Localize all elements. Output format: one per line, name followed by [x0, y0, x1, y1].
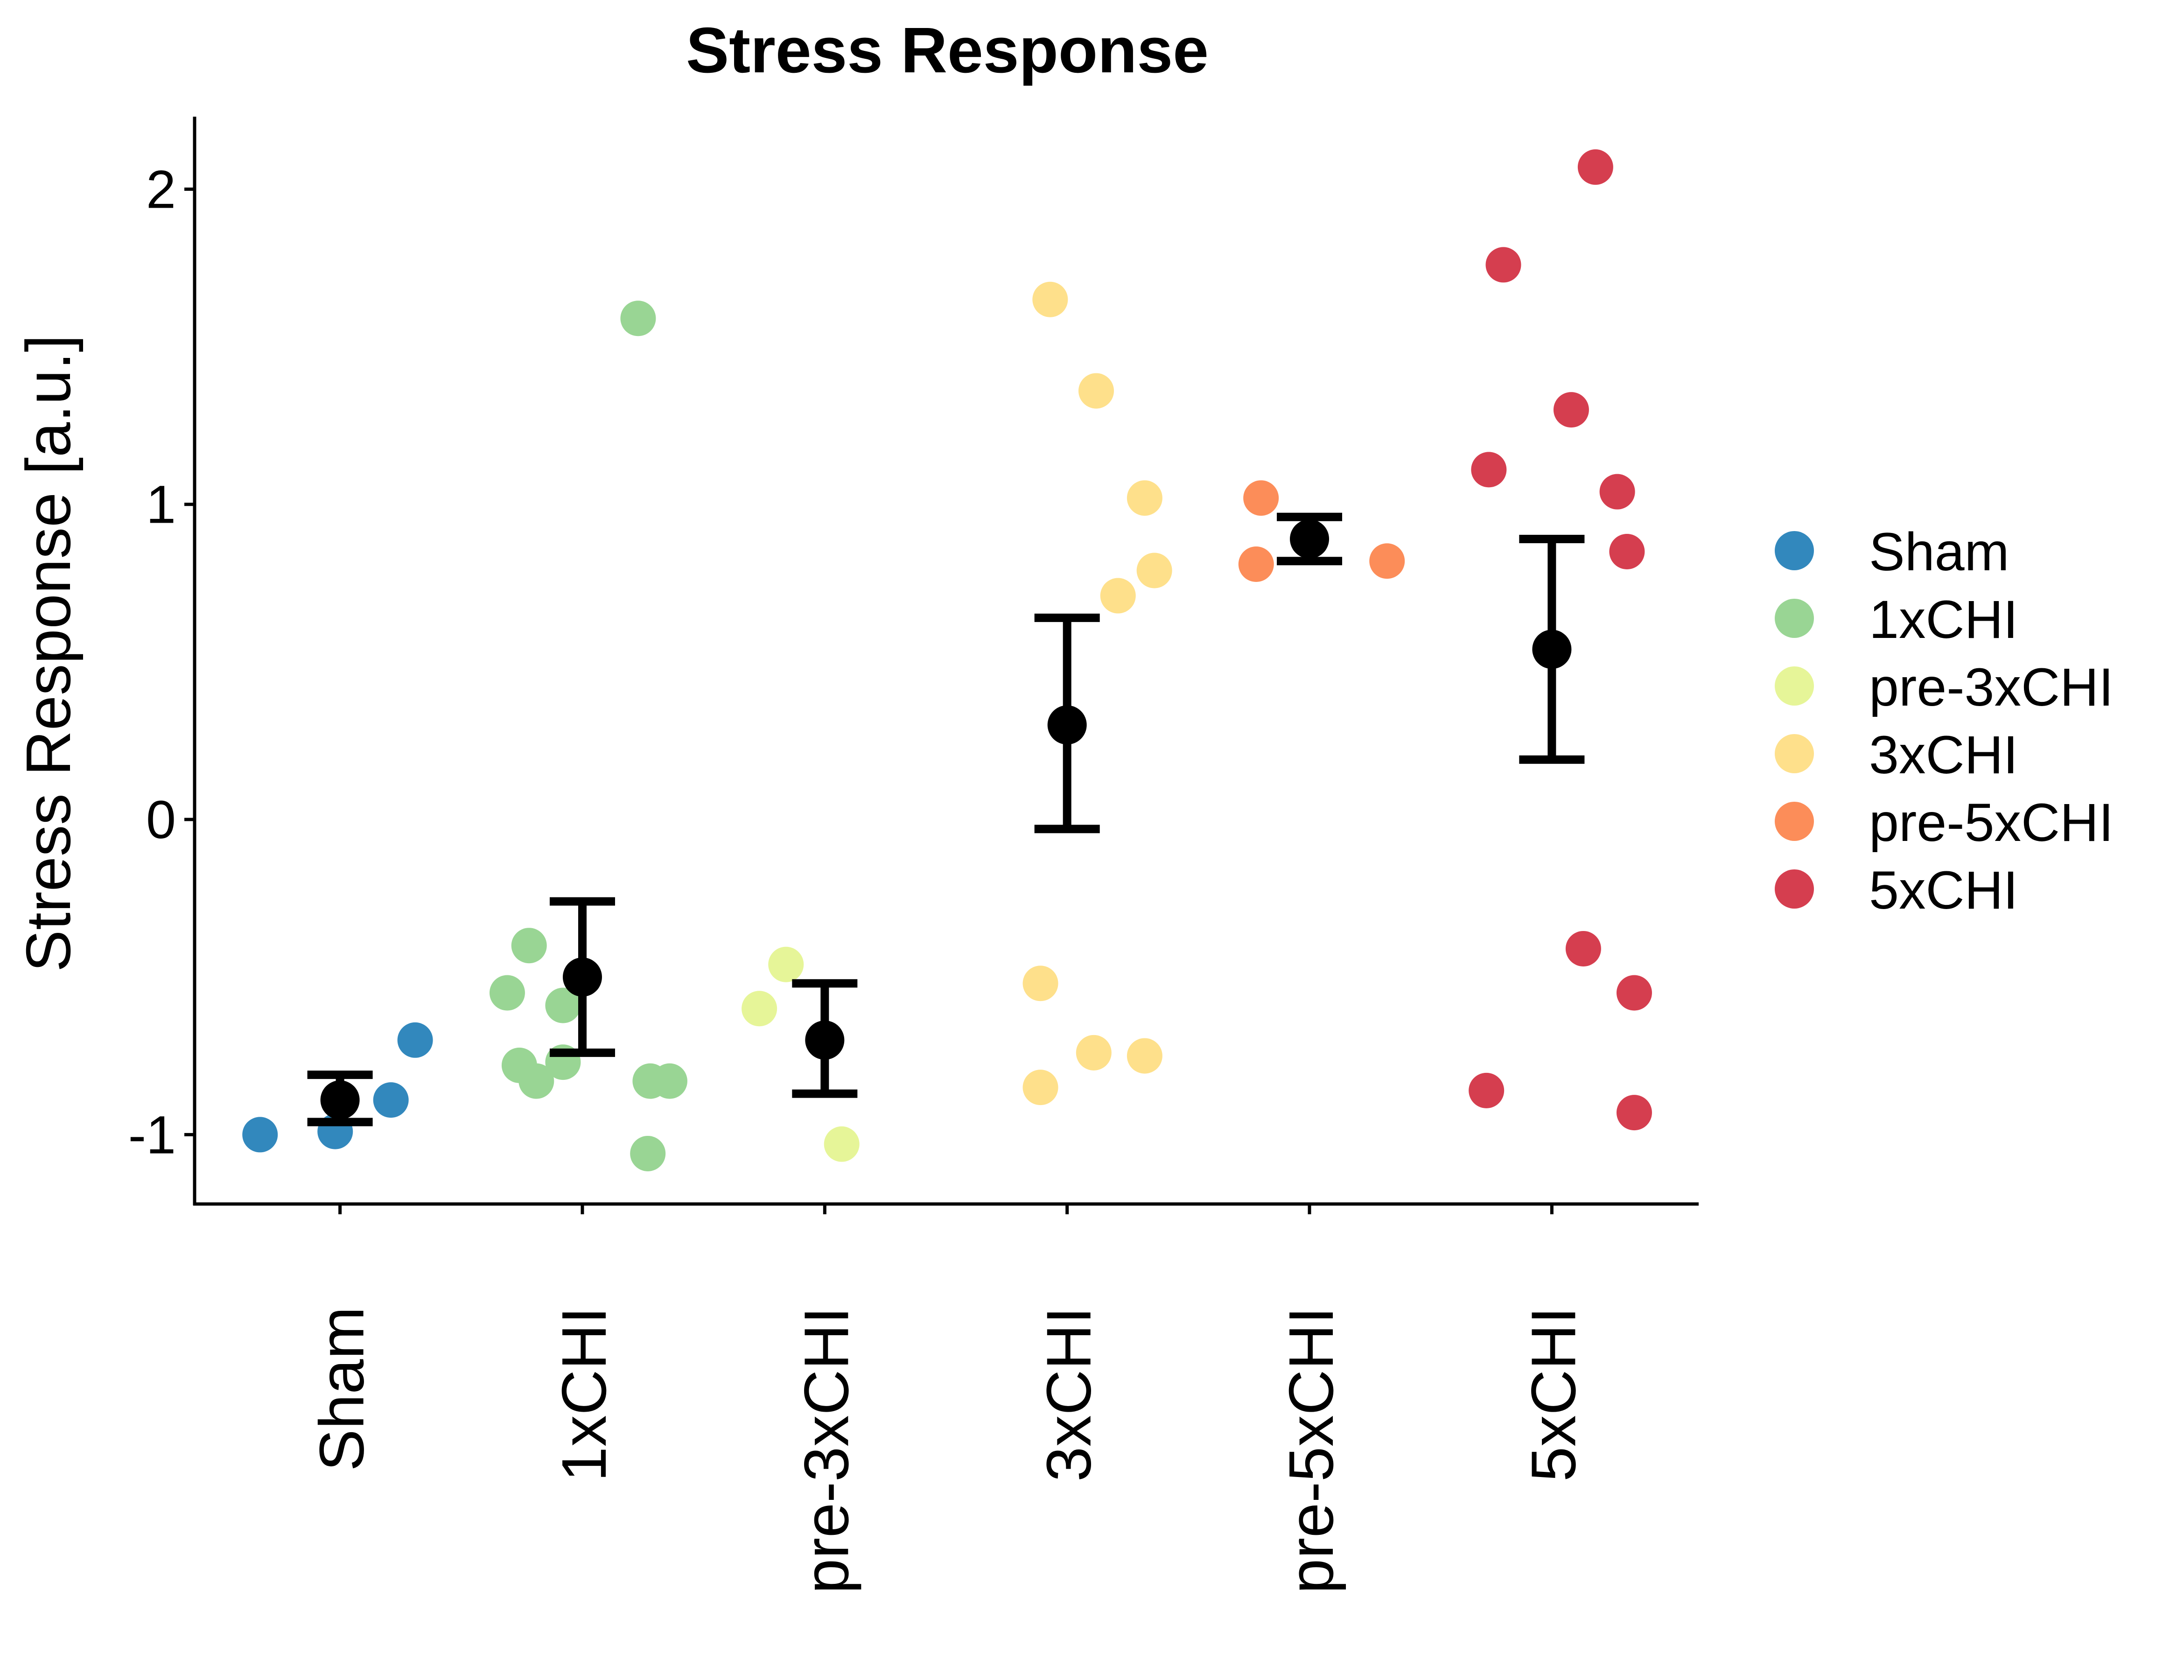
- y-tick-label: 1: [146, 475, 176, 535]
- data-point: [620, 301, 656, 336]
- y-axis-label: Stress Response [a.u.]: [13, 335, 84, 972]
- x-ticks: Sham 1xCHI pre-3xCHI 3xCHI pre-5xCHI 5xCHI: [307, 1204, 1589, 1594]
- data-point: [1553, 392, 1589, 428]
- data-point: [242, 1117, 278, 1153]
- mean-marker: [320, 1080, 360, 1120]
- data-points: [242, 149, 1652, 1171]
- data-point: [1616, 1095, 1652, 1131]
- legend-marker: [1775, 599, 1814, 638]
- data-point: [1076, 1035, 1112, 1071]
- y-tick-label: 0: [146, 790, 176, 850]
- mean-marker: [1532, 630, 1572, 669]
- legend-marker: [1775, 869, 1814, 909]
- chart-title: Stress Response: [686, 14, 1209, 86]
- data-point: [630, 1135, 666, 1171]
- data-point: [1136, 553, 1172, 588]
- y-ticks: -1 0 1 2: [128, 160, 195, 1165]
- data-point: [1469, 1072, 1505, 1108]
- legend-marker: [1775, 802, 1814, 841]
- legend-label: 1xCHI: [1869, 590, 2018, 650]
- legend-label: Sham: [1869, 522, 2009, 582]
- x-tick-label: 5xCHI: [1518, 1307, 1589, 1482]
- data-point: [1609, 534, 1645, 569]
- x-tick-label: 3xCHI: [1034, 1307, 1104, 1482]
- data-point: [518, 1063, 554, 1099]
- legend-label: 3xCHI: [1869, 725, 2018, 785]
- mean-marker: [1047, 705, 1087, 745]
- data-point: [1243, 480, 1279, 516]
- data-point: [742, 991, 777, 1027]
- data-point: [545, 987, 581, 1023]
- data-point: [1599, 474, 1635, 510]
- y-tick-label: -1: [128, 1105, 176, 1165]
- mean-marker: [1290, 519, 1330, 559]
- x-tick-label: pre-5xCHI: [1276, 1307, 1346, 1594]
- data-point: [1485, 247, 1521, 283]
- mean-marker: [562, 957, 602, 997]
- x-tick-label: 1xCHI: [549, 1307, 619, 1482]
- data-point: [1565, 931, 1601, 966]
- data-point: [1577, 149, 1613, 185]
- data-point: [1100, 578, 1136, 614]
- mean-error-bars: [307, 512, 1585, 1127]
- legend-label: pre-5xCHI: [1869, 793, 2114, 853]
- data-point: [1078, 373, 1114, 409]
- legend-marker: [1775, 531, 1814, 570]
- data-point: [489, 975, 525, 1011]
- data-point: [1022, 1070, 1058, 1106]
- data-point: [768, 946, 804, 982]
- data-point: [1127, 480, 1162, 516]
- data-point: [651, 1063, 687, 1099]
- legend-marker: [1775, 734, 1814, 773]
- legend-label: pre-3xCHI: [1869, 658, 2114, 717]
- data-point: [1369, 543, 1405, 579]
- data-point: [511, 928, 547, 964]
- x-tick-label: Sham: [307, 1307, 377, 1471]
- legend: Sham 1xCHI pre-3xCHI 3xCHI pre-5xCHI 5xCHI: [1775, 522, 2114, 920]
- data-point: [1471, 452, 1507, 488]
- mean-marker: [805, 1020, 845, 1060]
- data-point: [373, 1082, 409, 1118]
- y-tick-label: 2: [146, 160, 176, 219]
- x-tick-label: pre-3xCHI: [791, 1307, 861, 1594]
- data-point: [397, 1022, 433, 1058]
- data-point: [1032, 281, 1068, 317]
- data-point: [1127, 1038, 1162, 1074]
- data-point: [824, 1126, 860, 1162]
- legend-marker: [1775, 666, 1814, 706]
- data-point: [1238, 546, 1274, 582]
- data-point: [1616, 975, 1652, 1011]
- data-point: [1022, 966, 1058, 1001]
- legend-label: 5xCHI: [1869, 861, 2018, 920]
